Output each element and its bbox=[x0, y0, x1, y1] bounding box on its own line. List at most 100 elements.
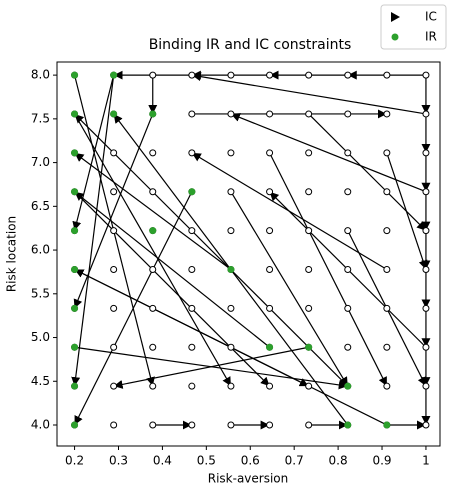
ic-node bbox=[149, 382, 157, 390]
ic-node bbox=[188, 382, 196, 390]
ir-point bbox=[383, 421, 391, 429]
ic-node bbox=[383, 227, 391, 235]
ic-arrow bbox=[74, 191, 271, 387]
x-tick-label: 0.8 bbox=[329, 454, 348, 468]
ic-node bbox=[149, 188, 157, 196]
ir-point bbox=[188, 188, 196, 196]
ic-node bbox=[266, 382, 274, 390]
x-tick-label: 0.2 bbox=[65, 454, 84, 468]
ir-point bbox=[71, 304, 79, 312]
ic-node bbox=[227, 304, 235, 312]
ic-node bbox=[110, 304, 118, 312]
ic-node bbox=[110, 227, 118, 235]
ir-point bbox=[149, 227, 157, 235]
plot-frame bbox=[56, 61, 441, 447]
ic-node bbox=[149, 304, 157, 312]
ic-arrow bbox=[191, 72, 427, 115]
ic-node bbox=[422, 188, 430, 196]
ic-node bbox=[188, 421, 196, 429]
y-tick-label: 4.5 bbox=[31, 374, 50, 388]
ic-node bbox=[305, 149, 313, 157]
ic-node bbox=[305, 227, 313, 235]
ic-node bbox=[227, 188, 235, 196]
ic-arrow bbox=[71, 75, 115, 387]
ir-point bbox=[344, 382, 352, 390]
ic-node bbox=[227, 227, 235, 235]
ic-node bbox=[188, 304, 196, 312]
ic-arrow bbox=[74, 268, 309, 387]
x-tick-label: 1 bbox=[422, 454, 430, 468]
ir-point bbox=[71, 188, 79, 196]
ic-arrow bbox=[74, 152, 232, 270]
ic-node bbox=[422, 265, 430, 273]
ir-point bbox=[71, 421, 79, 429]
ic-node bbox=[383, 343, 391, 351]
ic-node bbox=[422, 421, 430, 429]
ic-node bbox=[227, 149, 235, 157]
ic-node bbox=[110, 421, 118, 429]
chart-title: Binding IR and IC constraints bbox=[149, 37, 352, 53]
ic-node bbox=[149, 149, 157, 157]
ic-arrow bbox=[74, 191, 270, 348]
ic-node bbox=[344, 304, 352, 312]
ir-point bbox=[344, 421, 352, 429]
ic-node bbox=[422, 149, 430, 157]
y-tick-label: 5.5 bbox=[31, 286, 50, 300]
ic-node bbox=[422, 382, 430, 390]
ir-point bbox=[71, 71, 79, 79]
ic-node bbox=[266, 421, 274, 429]
x-tick-label: 0.5 bbox=[197, 454, 216, 468]
x-tick-label: 0.9 bbox=[372, 454, 391, 468]
legend-marker-ic bbox=[391, 12, 400, 22]
ic-node bbox=[110, 149, 118, 157]
ir-point bbox=[227, 265, 235, 273]
ic-node bbox=[227, 343, 235, 351]
ir-point bbox=[71, 227, 79, 235]
ic-arrow bbox=[230, 191, 349, 387]
y-tick-label: 7.0 bbox=[31, 155, 50, 169]
ic-node bbox=[188, 149, 196, 157]
x-tick-label: 0.7 bbox=[285, 454, 304, 468]
ic-arrow bbox=[74, 113, 232, 387]
ic-node bbox=[266, 110, 274, 118]
ic-node bbox=[422, 304, 430, 312]
ic-node bbox=[110, 382, 118, 390]
ic-node bbox=[383, 265, 391, 273]
ir-point bbox=[149, 110, 157, 118]
legend-label: IC bbox=[425, 10, 437, 24]
ir-point bbox=[110, 71, 118, 79]
ic-node bbox=[344, 188, 352, 196]
y-axis-label: Risk location bbox=[5, 216, 19, 292]
ic-node bbox=[344, 265, 352, 273]
ic-node bbox=[149, 71, 157, 79]
y-tick-label: 6.5 bbox=[31, 199, 50, 213]
ic-node bbox=[305, 382, 313, 390]
ic-node bbox=[188, 343, 196, 351]
ic-node bbox=[305, 304, 313, 312]
ic-node bbox=[344, 227, 352, 235]
ic-node bbox=[149, 421, 157, 429]
ic-node bbox=[227, 421, 235, 429]
ic-node bbox=[188, 265, 196, 273]
y-tick-label: 5.0 bbox=[31, 330, 50, 344]
ic-node bbox=[344, 110, 352, 118]
ic-node bbox=[227, 71, 235, 79]
y-tick-label: 6.0 bbox=[31, 243, 50, 257]
ic-node bbox=[266, 188, 274, 196]
ic-node bbox=[422, 71, 430, 79]
ic-node bbox=[383, 71, 391, 79]
ic-node bbox=[110, 265, 118, 273]
ic-node bbox=[149, 343, 157, 351]
ic-node bbox=[266, 304, 274, 312]
y-tick-label: 4.0 bbox=[31, 418, 50, 432]
ic-node bbox=[110, 343, 118, 351]
ic-node bbox=[422, 110, 430, 118]
ic-node bbox=[344, 149, 352, 157]
ic-arrow bbox=[73, 113, 154, 309]
ic-node bbox=[266, 227, 274, 235]
ic-node bbox=[383, 188, 391, 196]
ic-arrow bbox=[269, 152, 388, 387]
ic-node bbox=[383, 382, 391, 390]
ic-node bbox=[149, 265, 157, 273]
